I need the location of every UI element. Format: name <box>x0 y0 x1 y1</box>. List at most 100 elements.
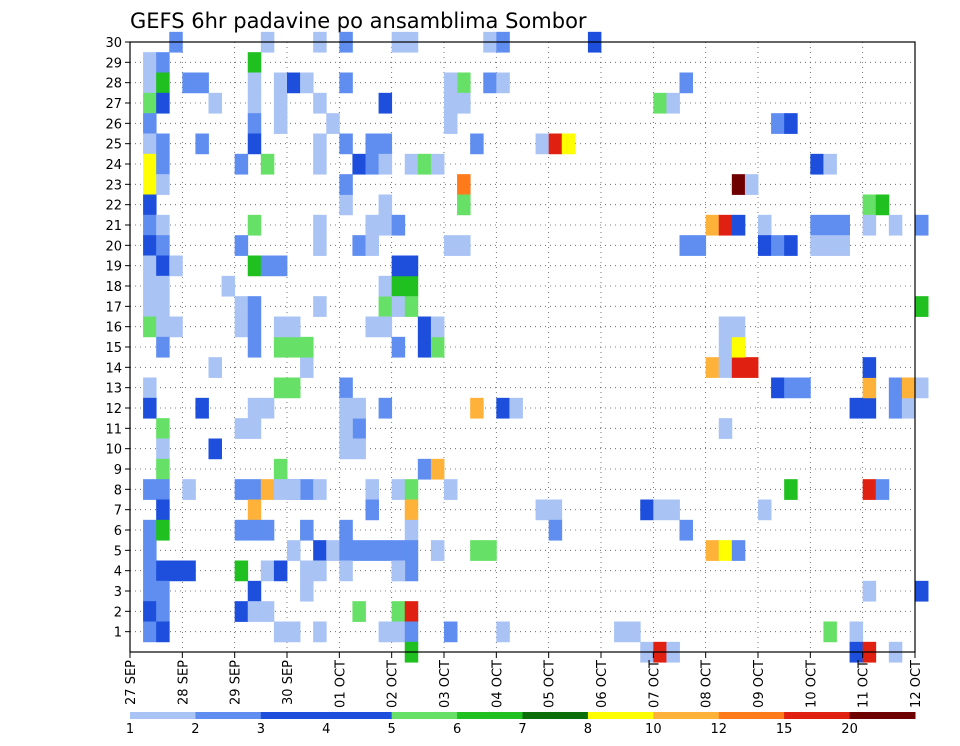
heatmap-cell <box>771 113 785 134</box>
heatmap-cell <box>156 479 170 500</box>
heatmap-cell <box>378 133 393 155</box>
heatmap-cell <box>404 499 419 521</box>
heatmap-cell <box>313 540 327 561</box>
heatmap-cell <box>273 377 288 399</box>
heatmap-cell <box>143 113 157 134</box>
heatmap-cell <box>143 194 157 216</box>
heatmap-cell <box>339 540 353 561</box>
heatmap-cell <box>247 519 262 541</box>
heatmap-cell <box>182 72 196 94</box>
heatmap-cell <box>260 255 275 277</box>
heatmap-cell <box>156 621 170 643</box>
heatmap-cell <box>444 621 458 643</box>
heatmap-cell <box>901 397 916 419</box>
heatmap-cell <box>260 153 275 175</box>
heatmap-cell <box>143 580 157 602</box>
heatmap-cell <box>653 92 667 114</box>
heatmap-cell <box>444 235 458 256</box>
heatmap-cell <box>731 357 746 378</box>
heatmap-cell <box>718 418 733 439</box>
heatmap-cell <box>156 92 170 114</box>
heatmap-cell <box>444 113 458 134</box>
heatmap-cell <box>208 357 222 378</box>
y-tick-label: 17 <box>105 300 122 315</box>
x-tick-label: 12 OCT <box>909 660 924 708</box>
heatmap-cell <box>718 540 733 561</box>
heatmap-cell <box>156 418 170 439</box>
heatmap-cell <box>169 316 183 338</box>
heatmap-cell <box>247 255 262 277</box>
legend-swatch <box>260 712 327 719</box>
heatmap-cell <box>287 540 301 561</box>
heatmap-cell <box>784 235 798 256</box>
heatmap-cell <box>143 133 157 155</box>
heatmap-cell <box>496 72 510 94</box>
y-tick-label: 30 <box>105 36 122 51</box>
heatmap-cell <box>391 601 406 622</box>
heatmap-cell <box>391 479 406 500</box>
heatmap-cell <box>797 377 811 399</box>
heatmap-cell <box>156 560 170 582</box>
legend-label: 7 <box>518 722 526 737</box>
heatmap-cell <box>430 540 445 561</box>
heatmap-cell <box>457 235 471 256</box>
heatmap-cell <box>417 336 432 358</box>
heatmap-cell <box>391 560 406 582</box>
heatmap-cell <box>287 377 301 399</box>
heatmap-cell <box>339 438 353 460</box>
heatmap-cell <box>391 214 406 236</box>
heatmap-cell <box>731 174 746 195</box>
heatmap-cell <box>718 357 733 378</box>
heatmap-cell <box>548 133 563 155</box>
y-tick-label: 16 <box>105 321 122 336</box>
heatmap-cell <box>156 519 170 541</box>
heatmap-cell <box>156 275 170 297</box>
heatmap-cell <box>156 458 170 480</box>
heatmap-cell <box>561 133 576 155</box>
heatmap-cell <box>143 174 157 195</box>
heatmap-cell <box>313 214 327 236</box>
y-tick-label: 18 <box>105 280 122 295</box>
y-tick-label: 21 <box>105 219 122 234</box>
heatmap-cell <box>679 72 693 94</box>
x-tick-label: 29 SEP <box>229 660 244 705</box>
legend-label: 10 <box>645 722 662 737</box>
heatmap-cell <box>718 336 733 358</box>
legend-label: 3 <box>257 722 265 737</box>
heatmap-cell <box>339 519 353 541</box>
y-tick-label: 14 <box>105 361 122 376</box>
legend-swatch <box>653 712 720 719</box>
heatmap-cell <box>195 133 209 155</box>
heatmap-cell <box>143 214 157 236</box>
y-tick-label: 29 <box>105 56 122 71</box>
heatmap-cell <box>731 540 746 561</box>
heatmap-cell <box>509 397 523 419</box>
heatmap-cell <box>273 479 288 500</box>
heatmap-cell <box>862 580 877 602</box>
legend-swatch <box>587 712 654 719</box>
heatmap-cell <box>313 235 327 256</box>
heatmap-cell <box>143 52 157 73</box>
heatmap-cell <box>404 479 419 500</box>
heatmap-cell <box>287 336 301 358</box>
x-tick-label: 03 OCT <box>438 660 453 708</box>
x-tick-label: 05 OCT <box>543 660 558 708</box>
heatmap-cell <box>692 235 707 256</box>
heatmap-cell <box>378 540 393 561</box>
y-tick-label: 24 <box>105 158 122 173</box>
heatmap-cell <box>352 438 366 460</box>
legend-swatch <box>718 712 785 719</box>
heatmap-cell <box>247 499 262 521</box>
heatmap-cell <box>915 296 929 317</box>
heatmap-cell <box>247 296 262 317</box>
heatmap-cell <box>156 255 170 277</box>
legend-label: 15 <box>776 722 793 737</box>
heatmap-cell <box>352 418 366 439</box>
heatmap-cell <box>260 519 275 541</box>
heatmap-cell <box>339 377 353 399</box>
heatmap-cell <box>234 418 249 439</box>
heatmap-cell <box>247 479 262 500</box>
heatmap-cell <box>849 621 864 643</box>
heatmap-cell <box>156 580 170 602</box>
heatmap-cell <box>365 133 379 155</box>
